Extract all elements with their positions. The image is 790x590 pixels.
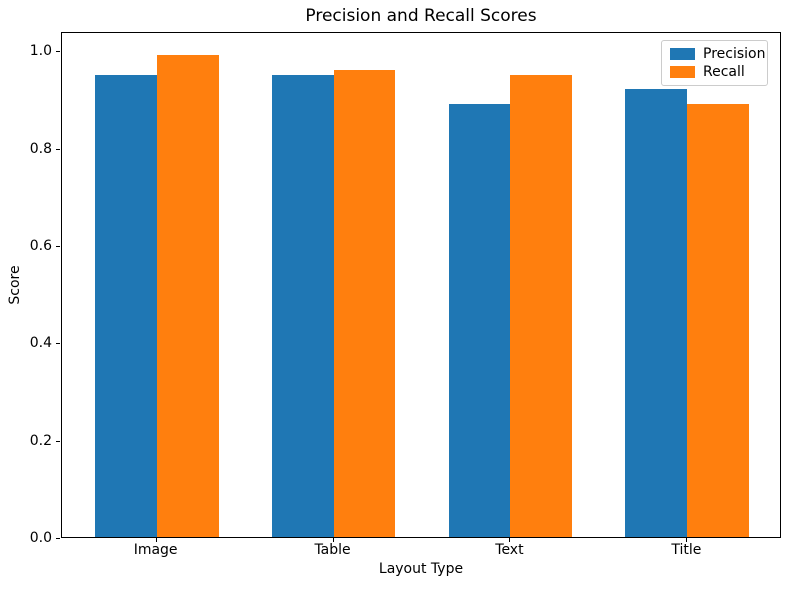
bar-precision-table [271,74,334,537]
x-tick-label-title: Title [671,542,702,558]
y-tick-mark [56,440,60,442]
y-tick-mark [56,538,60,539]
x-tick-mark [686,538,688,542]
legend: Precision Recall [661,40,768,86]
y-tick-label: 0.0 [29,530,52,546]
y-tick-label: 0.2 [29,432,52,449]
y-tick-label: 0.8 [29,140,52,157]
y-tick-mark [56,51,60,53]
legend-label-precision: Precision [703,46,766,62]
bar-precision-text [448,103,511,537]
bar-recall-image [156,55,219,537]
bar-precision-image [94,74,157,537]
x-tick-mark [155,538,157,542]
bars-layer [62,33,780,537]
bar-precision-title [625,89,688,537]
x-tick-label-text: Text [495,542,524,558]
y-tick-label: 0.6 [29,238,52,255]
bar-recall-text [510,74,573,537]
y-tick-label: 1.0 [29,43,52,60]
y-axis-label: Score [7,265,23,305]
chart-title: Precision and Recall Scores [305,6,537,26]
recall-swatch [670,66,695,78]
y-tick-mark [56,246,60,248]
bar-recall-table [333,69,396,537]
x-axis-label: Layout Type [378,561,464,577]
x-tick-label-image: Image [133,542,178,558]
legend-item-precision: Precision [670,45,765,63]
bar-recall-title [687,103,750,537]
x-tick-label-table: Table [314,542,351,558]
x-tick-mark [332,538,334,542]
plot-area [61,32,781,538]
legend-label-recall: Recall [703,64,745,80]
legend-item-recall: Recall [670,63,760,81]
y-tick-mark [56,148,60,150]
y-tick-mark [56,343,60,345]
precision-swatch [670,48,695,60]
y-tick-label: 0.4 [29,335,52,352]
x-tick-mark [509,538,511,542]
